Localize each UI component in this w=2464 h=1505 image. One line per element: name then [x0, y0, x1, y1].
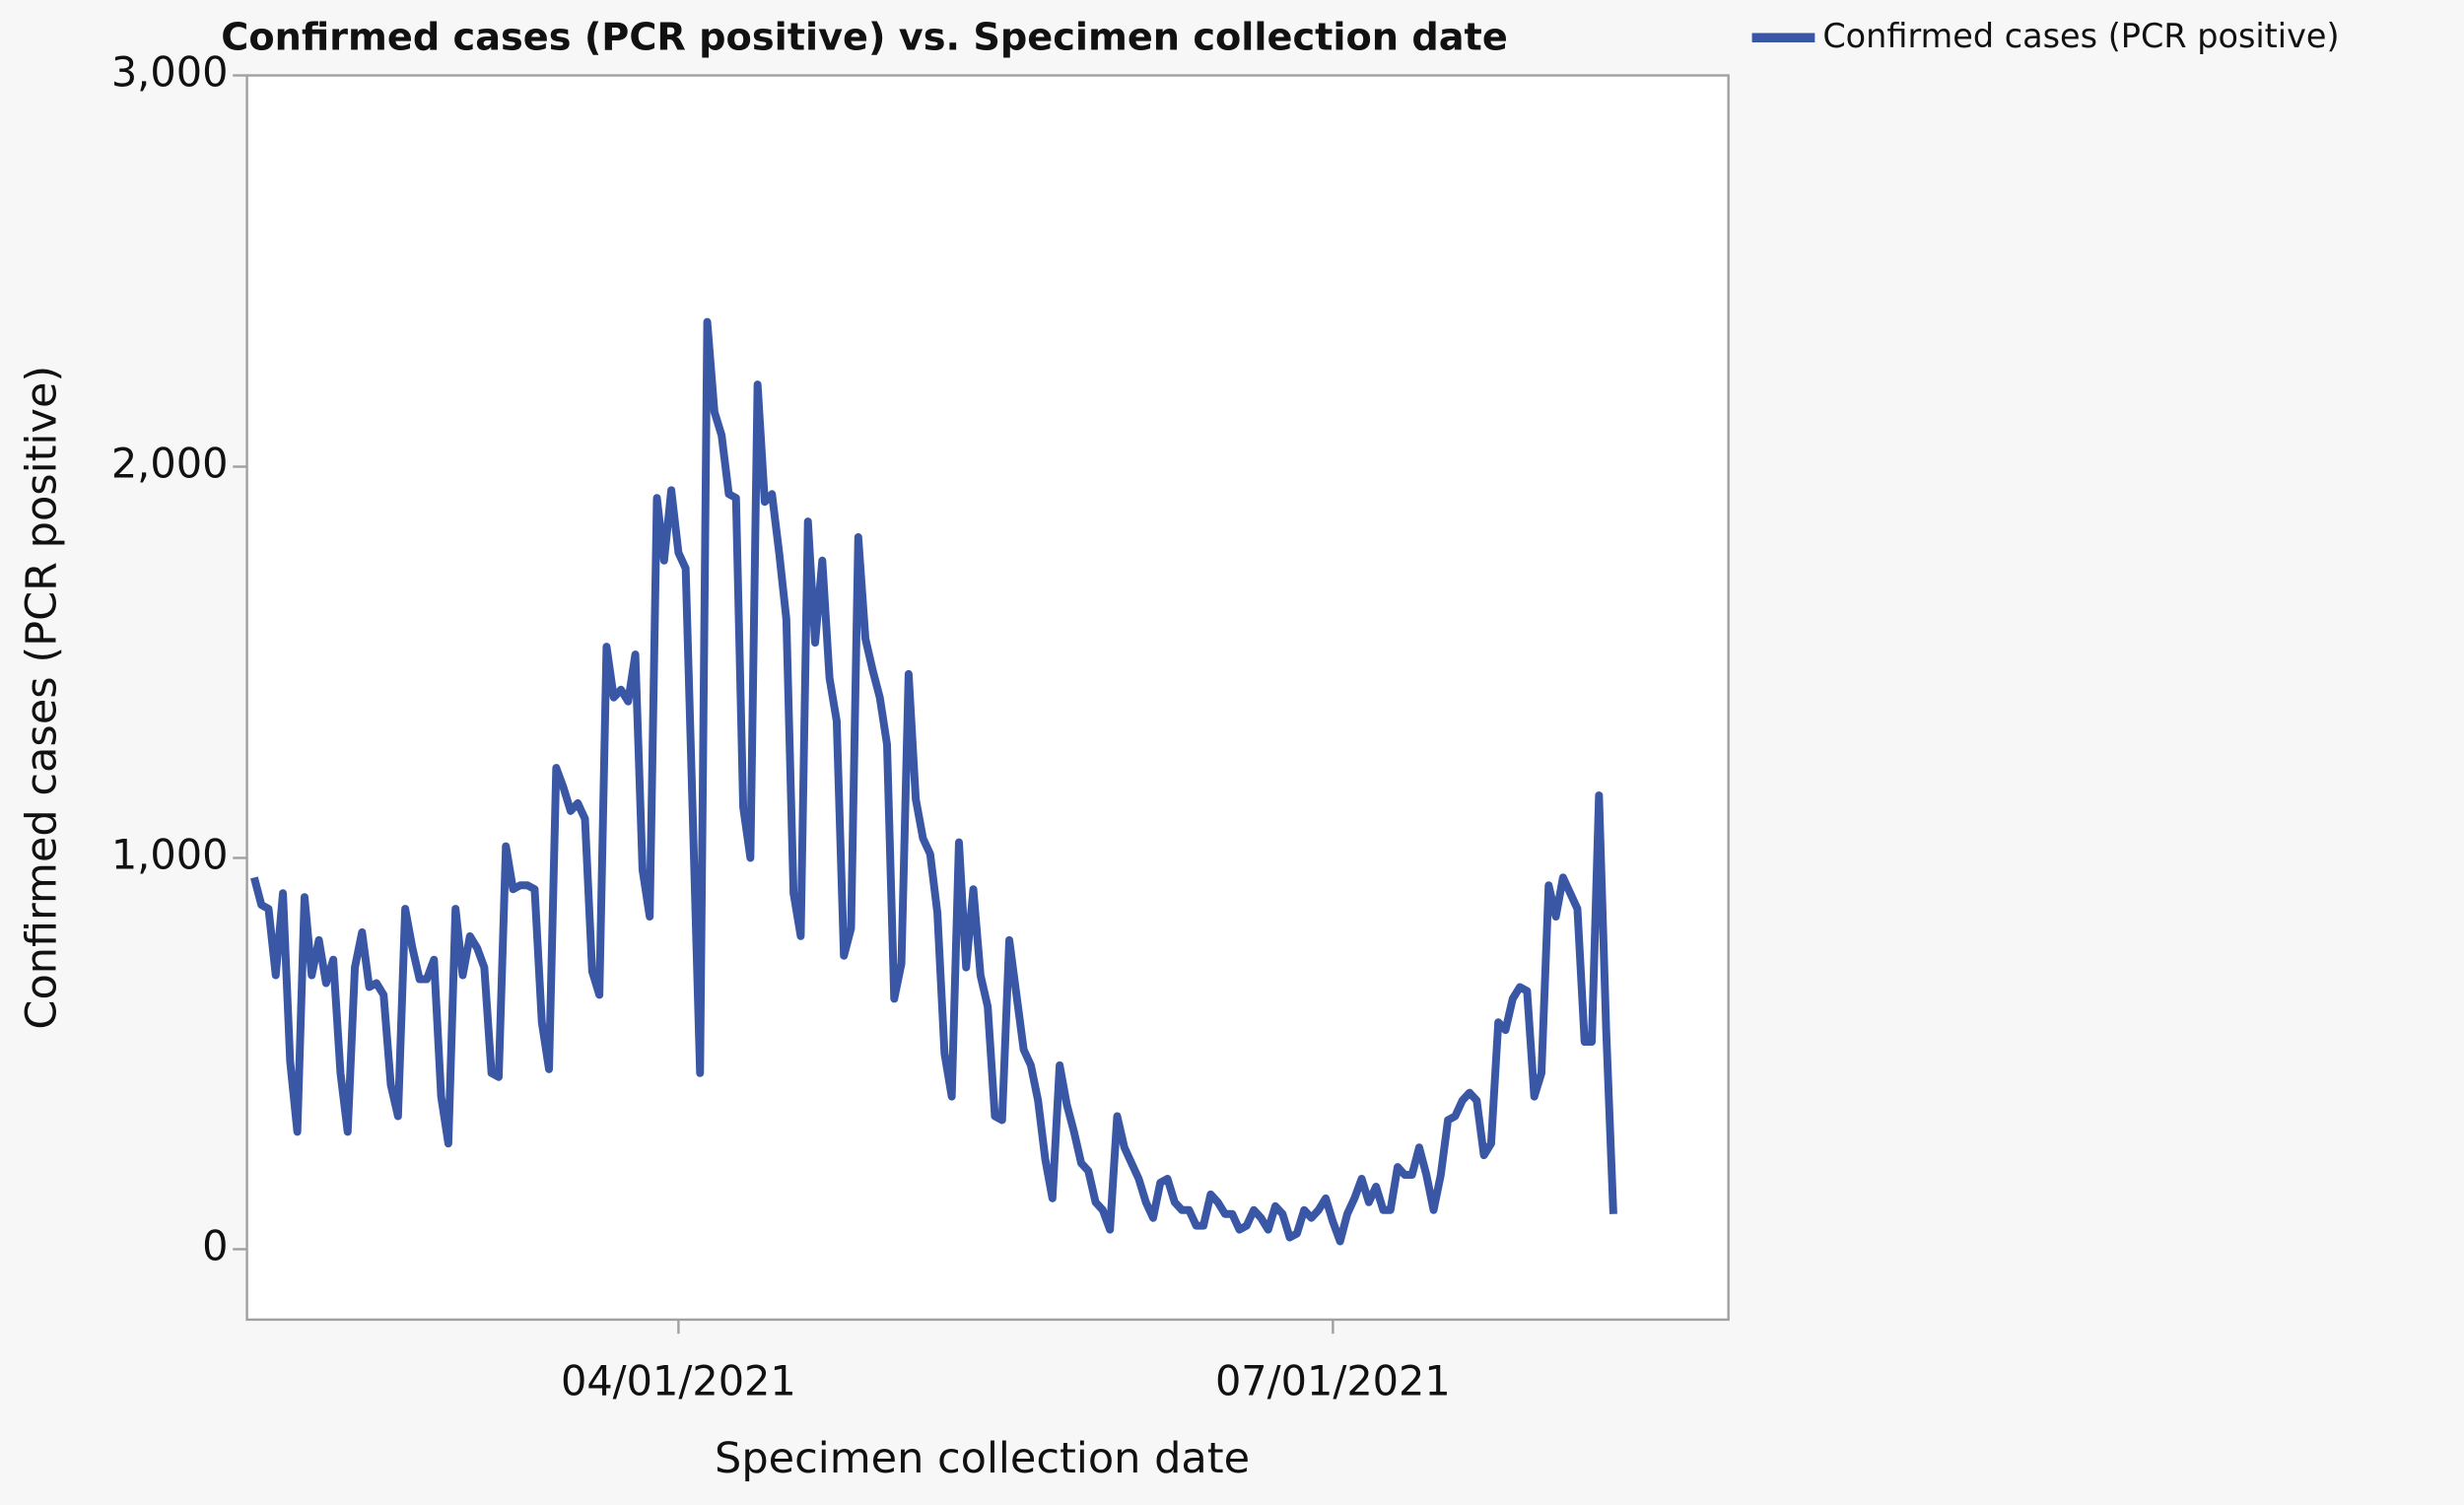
y-tick-label: 3,000 — [111, 49, 229, 97]
x-tick-label: 07/01/2021 — [1215, 1357, 1451, 1404]
x-tick-label: 04/01/2021 — [561, 1357, 796, 1404]
y-axis-label: Confirmed cases (PCR positive) — [17, 366, 66, 1030]
y-tick-label: 1,000 — [111, 831, 229, 878]
x-axis-label: Specimen collection date — [715, 1434, 1250, 1483]
data-line — [250, 317, 1617, 1246]
legend-label: Confirmed cases (PCR positive) — [1822, 17, 2339, 55]
y-tick-label: 2,000 — [111, 440, 229, 487]
plot-area — [245, 74, 1730, 1322]
chart-title: Confirmed cases (PCR positive) vs. Speci… — [221, 15, 1508, 59]
y-tick-label: 0 — [202, 1222, 228, 1269]
